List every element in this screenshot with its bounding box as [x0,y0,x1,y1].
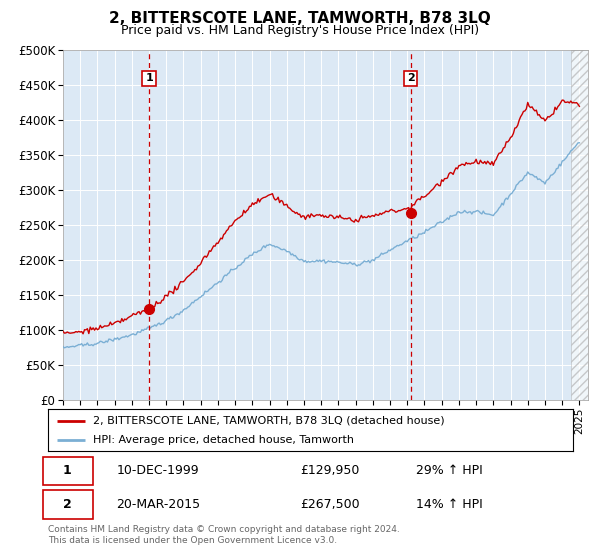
Text: 10-DEC-1999: 10-DEC-1999 [116,464,199,478]
Text: 2, BITTERSCOTE LANE, TAMWORTH, B78 3LQ (detached house): 2, BITTERSCOTE LANE, TAMWORTH, B78 3LQ (… [92,416,444,426]
FancyBboxPatch shape [43,490,92,519]
FancyBboxPatch shape [43,456,92,486]
Text: £267,500: £267,500 [300,498,359,511]
Text: 20-MAR-2015: 20-MAR-2015 [116,498,200,511]
Text: 14% ↑ HPI: 14% ↑ HPI [415,498,482,511]
Bar [571,50,588,400]
Text: Contains HM Land Registry data © Crown copyright and database right 2024.
This d: Contains HM Land Registry data © Crown c… [48,525,400,545]
Text: 2, BITTERSCOTE LANE, TAMWORTH, B78 3LQ: 2, BITTERSCOTE LANE, TAMWORTH, B78 3LQ [109,11,491,26]
Text: HPI: Average price, detached house, Tamworth: HPI: Average price, detached house, Tamw… [92,435,353,445]
Text: 1: 1 [63,464,72,478]
Text: 2: 2 [63,498,72,511]
Text: 29% ↑ HPI: 29% ↑ HPI [415,464,482,478]
Text: £129,950: £129,950 [300,464,359,478]
Text: 2: 2 [407,73,415,83]
Text: 1: 1 [145,73,153,83]
Text: Price paid vs. HM Land Registry's House Price Index (HPI): Price paid vs. HM Land Registry's House … [121,24,479,36]
